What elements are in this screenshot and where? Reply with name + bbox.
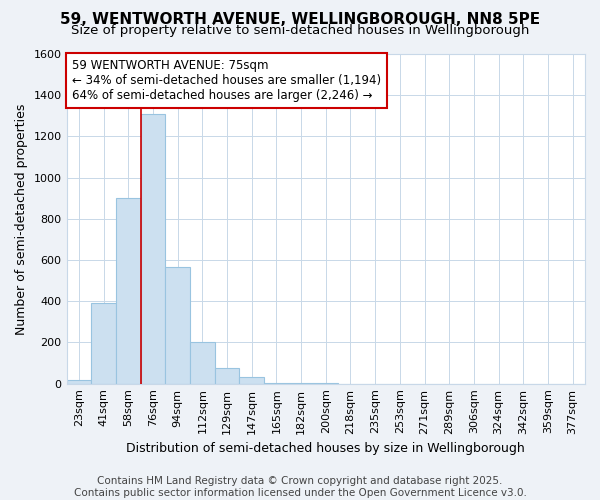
Bar	[215, 368, 239, 384]
Text: Contains HM Land Registry data © Crown copyright and database right 2025.
Contai: Contains HM Land Registry data © Crown c…	[74, 476, 526, 498]
Text: Size of property relative to semi-detached houses in Wellingborough: Size of property relative to semi-detach…	[71, 24, 529, 37]
Bar	[67, 380, 91, 384]
Y-axis label: Number of semi-detached properties: Number of semi-detached properties	[15, 103, 28, 334]
Bar	[91, 304, 116, 384]
Text: 59, WENTWORTH AVENUE, WELLINGBOROUGH, NN8 5PE: 59, WENTWORTH AVENUE, WELLINGBOROUGH, NN…	[60, 12, 540, 28]
Bar	[116, 198, 140, 384]
Text: 59 WENTWORTH AVENUE: 75sqm
← 34% of semi-detached houses are smaller (1,194)
64%: 59 WENTWORTH AVENUE: 75sqm ← 34% of semi…	[72, 59, 381, 102]
Bar	[140, 114, 165, 384]
Bar	[190, 342, 215, 384]
Bar	[165, 268, 190, 384]
Bar	[239, 378, 264, 384]
X-axis label: Distribution of semi-detached houses by size in Wellingborough: Distribution of semi-detached houses by …	[127, 442, 525, 455]
Bar	[264, 382, 289, 384]
